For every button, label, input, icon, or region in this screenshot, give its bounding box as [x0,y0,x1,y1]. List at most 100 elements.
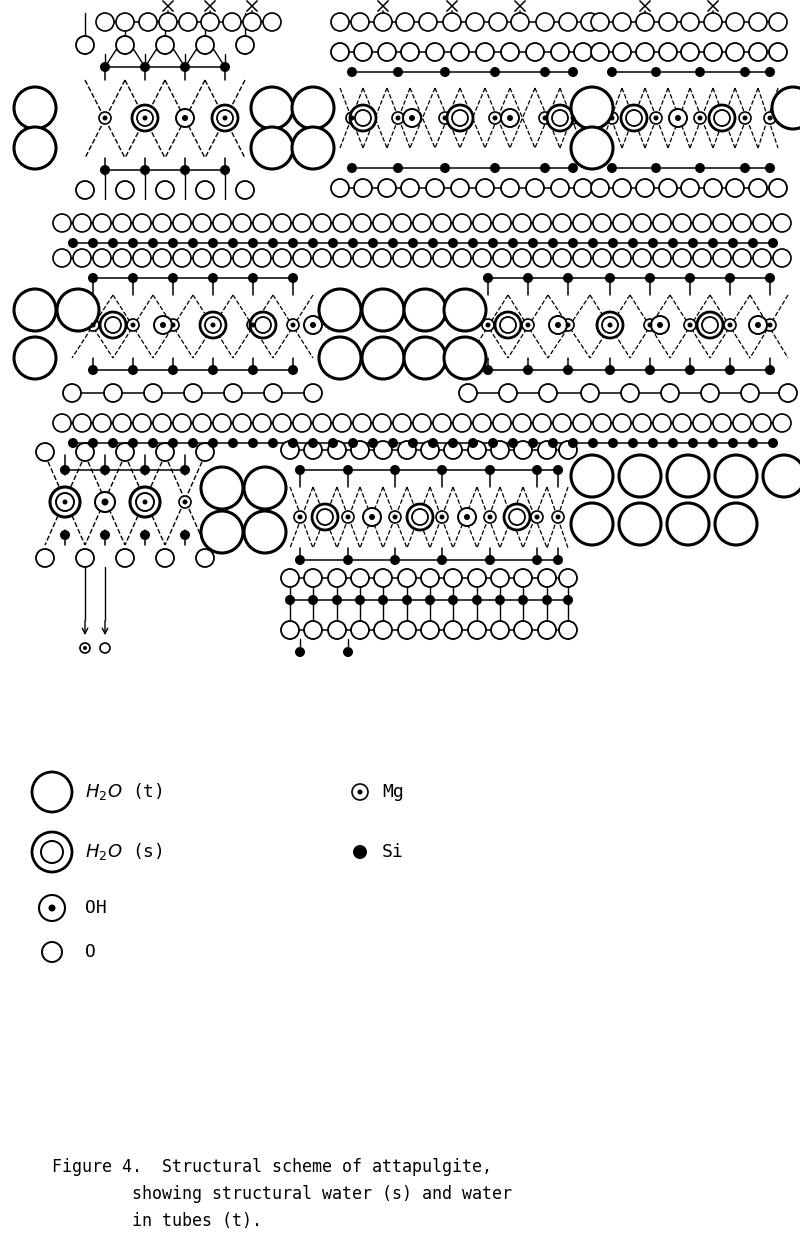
Circle shape [213,414,231,432]
Circle shape [514,441,532,460]
Circle shape [485,465,495,475]
Circle shape [184,384,202,402]
Circle shape [533,249,551,267]
Text: OH: OH [85,899,106,917]
Circle shape [50,487,80,517]
Circle shape [389,511,401,522]
Circle shape [489,112,501,123]
Circle shape [421,621,439,640]
Circle shape [667,454,709,497]
Circle shape [538,441,556,460]
Circle shape [273,214,291,232]
Circle shape [726,13,744,31]
Circle shape [605,365,615,375]
Circle shape [440,162,450,172]
Circle shape [213,214,231,232]
Circle shape [342,511,354,522]
Circle shape [755,322,761,329]
Circle shape [139,112,151,123]
Circle shape [392,112,404,123]
Circle shape [108,238,118,248]
Circle shape [472,596,482,606]
Circle shape [728,438,738,448]
Circle shape [63,384,81,402]
Circle shape [673,214,691,232]
Circle shape [453,249,471,267]
Circle shape [182,500,187,505]
Circle shape [669,110,687,127]
Circle shape [453,214,471,232]
Circle shape [491,441,509,460]
Circle shape [319,337,361,379]
Circle shape [551,43,569,60]
Circle shape [713,249,731,267]
Circle shape [534,515,539,520]
Circle shape [395,116,401,121]
Circle shape [59,496,71,507]
Circle shape [588,438,598,448]
Circle shape [451,179,469,196]
Circle shape [570,116,575,121]
Circle shape [567,112,579,123]
Circle shape [200,312,226,337]
Circle shape [36,549,54,567]
Circle shape [518,596,528,606]
Circle shape [179,112,191,123]
Circle shape [102,500,107,505]
Circle shape [168,365,178,375]
Circle shape [308,596,318,606]
Circle shape [562,319,574,331]
Circle shape [128,365,138,375]
Circle shape [688,238,698,248]
Circle shape [404,290,446,331]
Circle shape [693,249,711,267]
Circle shape [100,62,110,72]
Circle shape [539,384,557,402]
Circle shape [687,322,693,327]
Circle shape [488,238,498,248]
Circle shape [511,13,529,31]
Circle shape [468,441,486,460]
Circle shape [765,67,775,77]
Circle shape [353,249,371,267]
Circle shape [513,214,531,232]
Circle shape [514,621,532,640]
Circle shape [53,214,71,232]
Circle shape [288,273,298,283]
Circle shape [233,249,251,267]
Circle shape [769,179,787,196]
Circle shape [636,179,654,196]
Circle shape [14,337,56,379]
Circle shape [60,465,70,475]
Circle shape [319,290,361,331]
Circle shape [76,549,94,567]
Circle shape [483,273,493,283]
Circle shape [408,438,418,448]
Circle shape [253,214,271,232]
Circle shape [351,13,369,31]
Circle shape [753,414,771,432]
Circle shape [742,116,747,121]
Circle shape [273,249,291,267]
Circle shape [244,467,286,509]
Circle shape [540,67,550,77]
Circle shape [726,179,744,196]
Circle shape [220,165,230,175]
Circle shape [304,384,322,402]
Circle shape [426,43,444,60]
Circle shape [80,643,90,653]
Circle shape [675,115,681,121]
Circle shape [608,238,618,248]
Circle shape [714,110,730,126]
Circle shape [304,621,322,640]
Circle shape [346,112,358,123]
Circle shape [213,249,231,267]
Text: O: O [85,943,96,961]
Circle shape [362,337,404,379]
Circle shape [201,511,243,553]
Circle shape [347,162,357,172]
Circle shape [156,549,174,567]
Circle shape [468,569,486,587]
Circle shape [333,249,351,267]
Circle shape [100,530,110,540]
